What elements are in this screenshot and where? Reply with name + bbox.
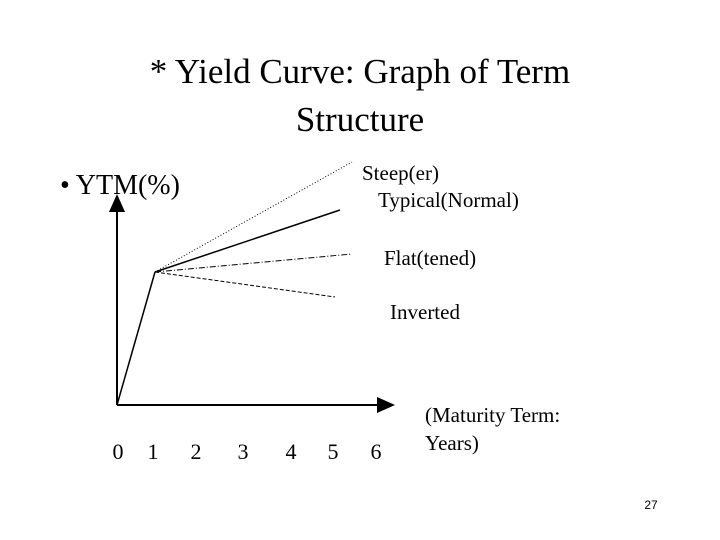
curve-label: Flat(tened)	[384, 246, 476, 270]
x-axis-label: (Maturity Term:	[425, 403, 560, 427]
typical-curve	[154, 209, 341, 273]
x-tick-label: 5	[328, 439, 339, 464]
x-tick-label: 1	[148, 439, 159, 464]
x-axis-label: Years)	[425, 431, 479, 455]
x-tick-label: 0	[113, 439, 124, 464]
x-tick-label: 3	[238, 439, 249, 464]
page-number: 27	[644, 498, 658, 512]
short-term-curve	[116, 271, 156, 406]
curve-label: Steep(er)	[362, 161, 439, 185]
bullet: • YTM(%)	[60, 170, 180, 201]
inverted-curve	[154, 271, 336, 298]
steep-curve	[154, 161, 353, 273]
x-tick-label: 6	[371, 439, 382, 464]
title-line: Structure	[296, 100, 424, 139]
title-line: * Yield Curve: Graph of Term	[150, 52, 570, 91]
flat-curve	[154, 253, 353, 273]
curve-label: Inverted	[390, 300, 460, 324]
x-tick-label: 2	[191, 439, 202, 464]
x-tick-label: 4	[286, 439, 297, 464]
curve-label: Typical(Normal)	[378, 188, 519, 212]
